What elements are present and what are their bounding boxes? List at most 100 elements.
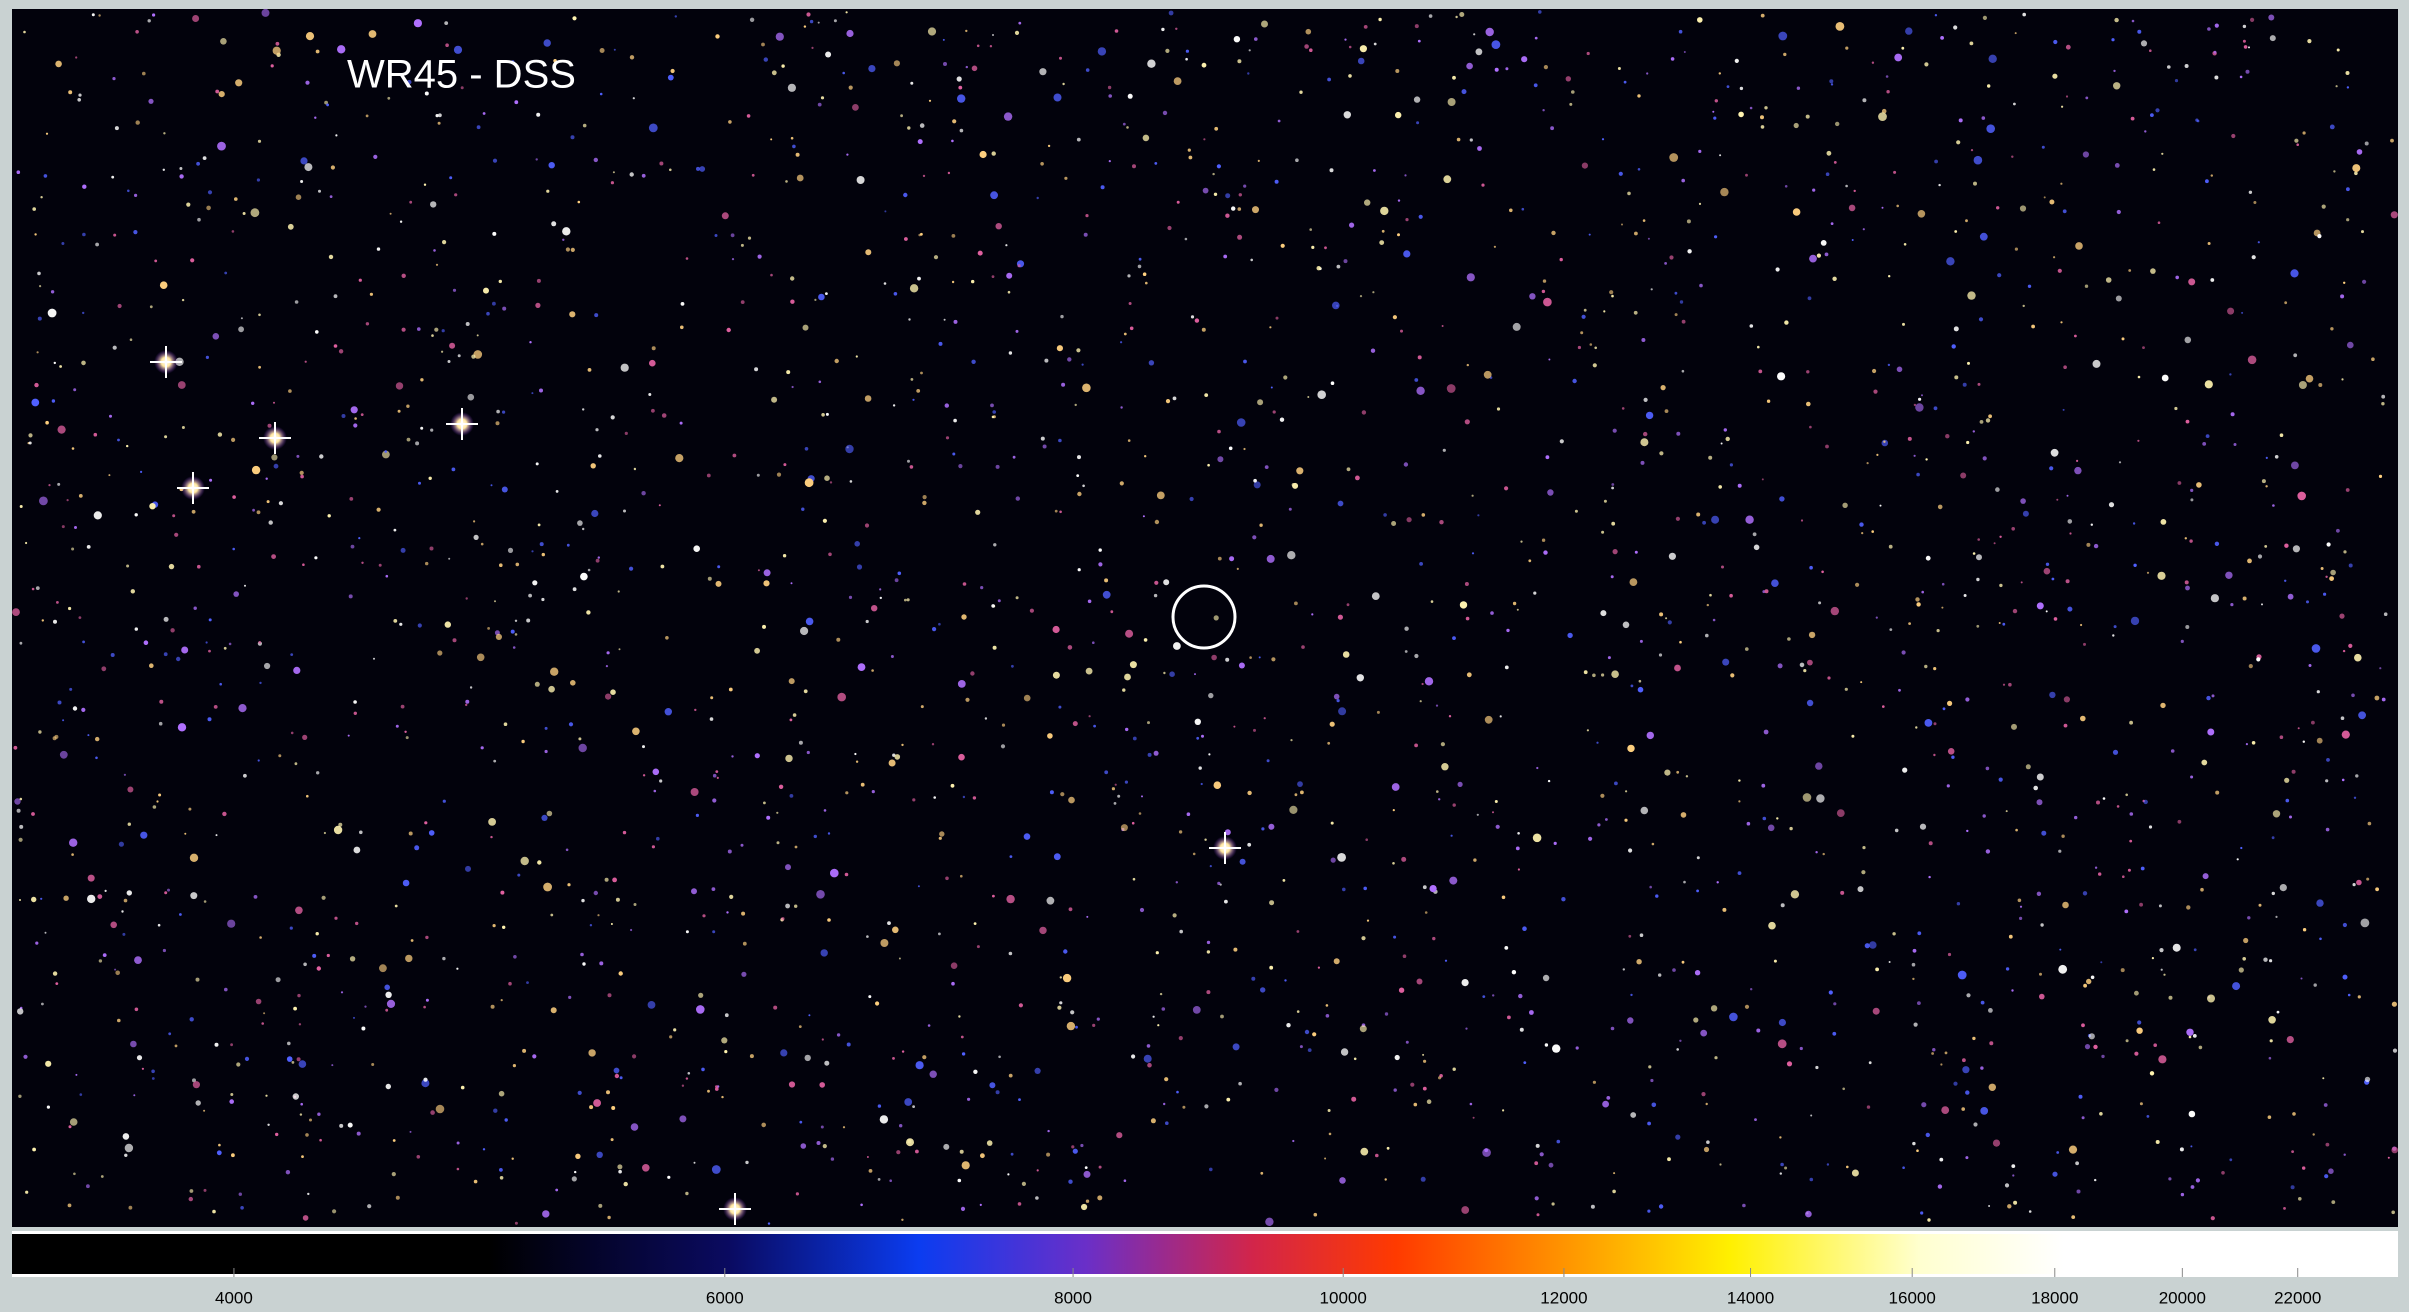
star	[960, 1150, 964, 1154]
star	[606, 665, 608, 667]
star	[2329, 576, 2334, 581]
star	[20, 505, 23, 508]
star	[694, 1162, 696, 1164]
star	[1229, 447, 1233, 451]
star	[2096, 801, 2100, 805]
star	[1713, 117, 1716, 120]
star	[442, 329, 445, 332]
star	[837, 1033, 840, 1036]
star	[1477, 814, 1479, 816]
star	[1473, 1117, 1475, 1119]
star	[929, 100, 931, 102]
star	[212, 1210, 216, 1214]
star	[1926, 556, 1931, 561]
star	[2046, 563, 2049, 566]
star	[1442, 325, 1444, 327]
star	[1708, 456, 1712, 460]
star	[1938, 184, 1940, 186]
star	[130, 338, 133, 341]
star	[1202, 63, 1207, 68]
star	[37, 351, 39, 353]
star	[1738, 800, 1740, 802]
star	[944, 319, 946, 321]
star	[2231, 412, 2235, 416]
star	[901, 744, 903, 746]
star	[1470, 1103, 1473, 1106]
star	[2185, 586, 2190, 591]
star	[263, 1012, 265, 1014]
star	[493, 1109, 497, 1113]
star	[99, 959, 102, 962]
star	[1024, 833, 1031, 840]
star	[224, 272, 227, 275]
star	[292, 1061, 295, 1064]
star	[2041, 831, 2046, 836]
star	[879, 588, 881, 590]
star	[1492, 40, 1501, 49]
star	[466, 597, 468, 599]
star	[1342, 888, 1346, 892]
star	[2327, 542, 2331, 546]
star	[167, 889, 170, 892]
star	[2150, 113, 2154, 117]
star	[496, 634, 502, 640]
star	[2379, 667, 2381, 669]
star	[973, 1070, 977, 1074]
star	[1258, 160, 1260, 162]
star	[214, 705, 218, 709]
star	[420, 427, 423, 430]
star	[605, 694, 611, 700]
star	[251, 208, 260, 217]
star	[619, 648, 621, 650]
star	[1157, 1024, 1159, 1026]
colorbar-tick-label: 22000	[2274, 1288, 2321, 1307]
star	[548, 686, 555, 693]
star	[906, 1138, 914, 1146]
star	[1467, 273, 1475, 281]
star	[2277, 1011, 2280, 1014]
star	[1893, 171, 1896, 174]
star	[1250, 259, 1253, 262]
star	[2161, 969, 2163, 971]
star	[721, 1037, 727, 1043]
star	[170, 628, 174, 632]
star	[1331, 822, 1334, 825]
star	[583, 124, 587, 128]
star	[728, 120, 732, 124]
star	[1349, 223, 1354, 228]
star	[1208, 753, 1210, 755]
star	[538, 524, 541, 527]
star	[1431, 600, 1434, 603]
star	[1665, 409, 1669, 413]
star	[1983, 814, 1986, 817]
star	[754, 367, 758, 371]
star	[508, 548, 513, 553]
star	[1364, 25, 1368, 29]
star	[856, 761, 858, 763]
star	[1548, 359, 1550, 361]
star	[1676, 432, 1680, 436]
star	[159, 700, 163, 704]
star	[1467, 672, 1472, 677]
star	[1938, 505, 1943, 510]
star	[1904, 243, 1907, 246]
star	[1551, 231, 1555, 235]
star	[1638, 168, 1641, 171]
star	[1561, 897, 1565, 901]
star	[2358, 711, 2366, 719]
star	[1372, 291, 1374, 293]
star	[2049, 200, 2054, 205]
star	[971, 360, 975, 364]
star	[402, 274, 406, 278]
star	[295, 300, 299, 304]
star	[25, 1191, 28, 1194]
star	[481, 746, 484, 749]
star	[1238, 207, 1242, 211]
star	[2086, 979, 2091, 984]
star	[18, 1095, 21, 1098]
star	[987, 1140, 993, 1146]
star	[430, 201, 436, 207]
star	[1393, 315, 1397, 319]
star	[1520, 1028, 1524, 1032]
star	[1414, 1103, 1418, 1107]
